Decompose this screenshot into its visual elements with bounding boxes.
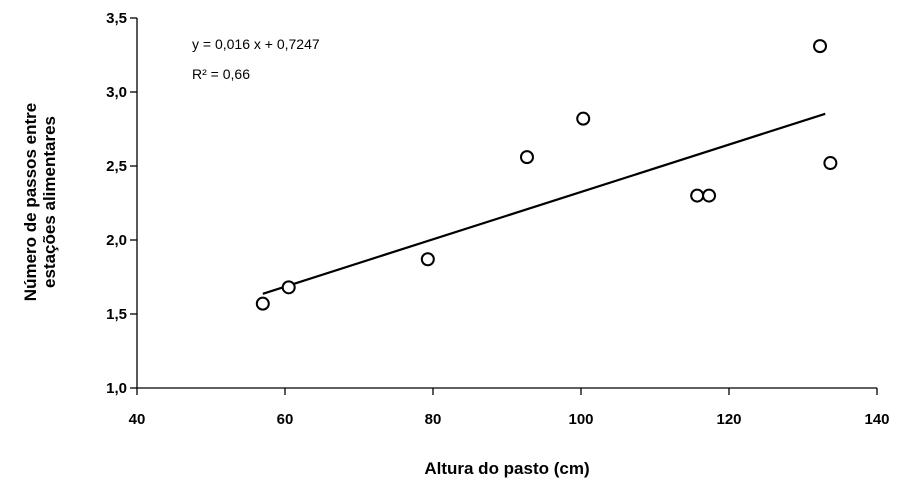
data-point xyxy=(255,296,270,311)
data-point xyxy=(281,280,296,295)
y-axis-ticks: 1,0 1,5 2,0 2,5 3,0 3,5 xyxy=(106,10,137,397)
x-axis-title: Altura do pasto (cm) xyxy=(424,459,589,478)
trend-line xyxy=(262,112,826,295)
data-point xyxy=(702,188,717,203)
x-axis-ticks: 40 60 80 100 120 140 xyxy=(129,388,890,428)
data-point xyxy=(813,39,828,54)
y-tick-label: 1,0 xyxy=(106,380,127,397)
y-axis-title-line-2: estações alimentares xyxy=(40,116,59,288)
data-point xyxy=(690,188,705,203)
data-point xyxy=(519,150,534,165)
data-point xyxy=(823,156,838,171)
data-points xyxy=(255,39,838,311)
x-tick-label: 40 xyxy=(129,411,146,428)
equation-annotation: y = 0,016 x + 0,7247 xyxy=(192,36,320,52)
x-tick-label: 60 xyxy=(277,411,294,428)
y-tick-label: 3,5 xyxy=(106,10,127,27)
y-tick-label: 3,0 xyxy=(106,84,127,101)
y-tick-label: 2,5 xyxy=(106,158,127,175)
r-squared-annotation: R² = 0,66 xyxy=(192,66,250,82)
data-point xyxy=(420,252,435,267)
data-point xyxy=(576,111,591,126)
x-tick-label: 80 xyxy=(425,411,442,428)
x-tick-label: 140 xyxy=(864,411,889,428)
y-tick-label: 1,5 xyxy=(106,306,127,323)
y-tick-label: 2,0 xyxy=(106,232,127,249)
x-tick-label: 100 xyxy=(568,411,593,428)
y-axis-title-line-1: Número de passos entre xyxy=(21,103,40,301)
x-tick-label: 120 xyxy=(716,411,741,428)
